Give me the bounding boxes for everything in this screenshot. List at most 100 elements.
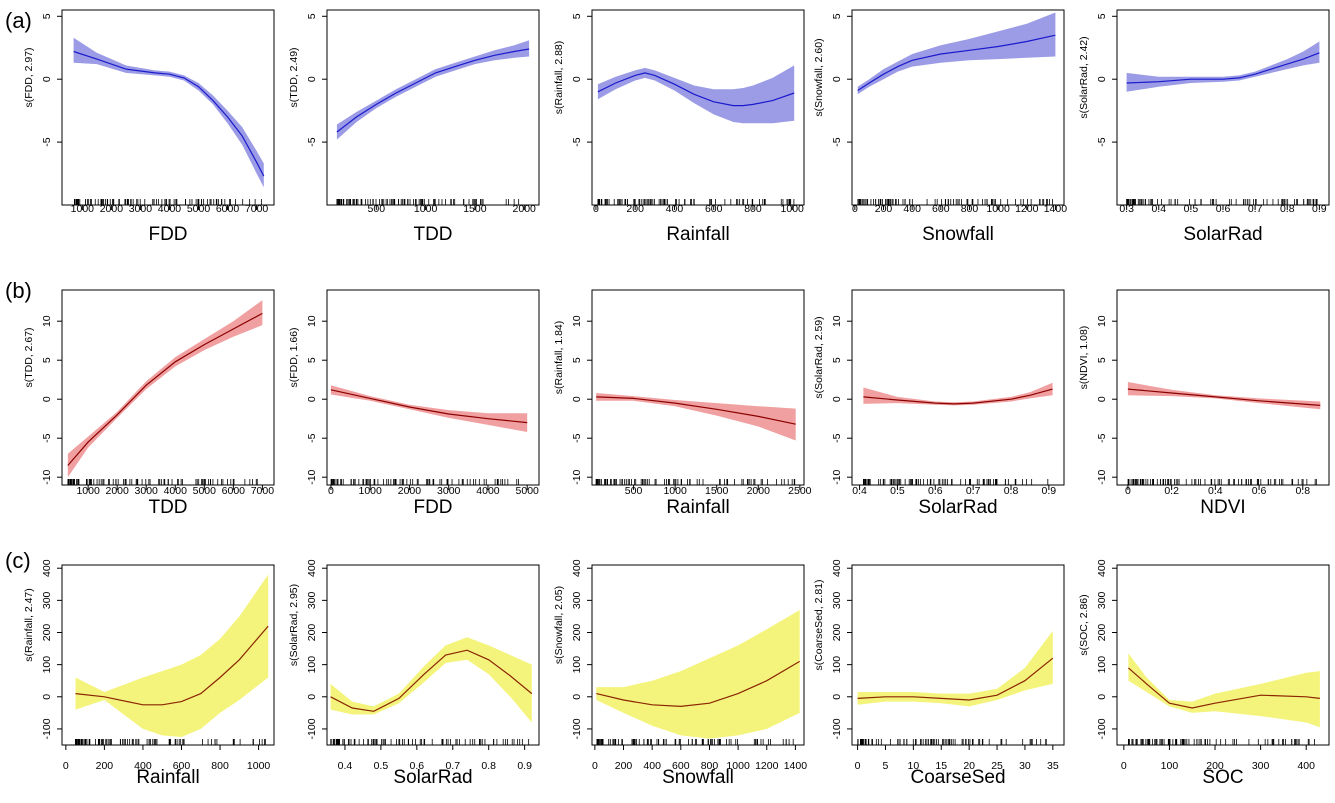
y-tick-label: 100 (1096, 656, 1108, 674)
plot-frame (326, 564, 540, 746)
x-tick-label: 2000 (747, 485, 771, 497)
x-tick-label: 0.5 (890, 485, 905, 497)
y-tick-label: 5 (571, 357, 583, 363)
plot-frame (591, 9, 805, 206)
x-tick-label: 1000 (247, 760, 271, 772)
smooth-curve (597, 72, 795, 107)
y-axis-label: s(SolarRad, 2.95) (288, 584, 300, 666)
y-tick-label: 10 (306, 315, 318, 327)
confidence-band (857, 12, 1056, 95)
y-axis-label: s(SolarRad, 2.42) (1078, 36, 1090, 118)
y-axis-label: s(FDD, 2.97) (23, 47, 35, 107)
x-axis-label: NDVI (1200, 497, 1245, 518)
smooth-curve (336, 48, 530, 133)
plot-frame (61, 564, 275, 746)
x-tick-label: 1200 (1015, 203, 1039, 215)
x-tick-label: 2000 (100, 203, 124, 215)
x-tick-label: 600 (932, 203, 950, 215)
y-tick-label: 300 (306, 591, 318, 609)
y-tick-label: 5 (1096, 357, 1108, 363)
x-axis-label: TDD (148, 497, 187, 518)
x-tick-label: 1400 (784, 760, 808, 772)
y-tick-label: 5 (831, 13, 843, 19)
confidence-band (336, 40, 530, 140)
y-tick-label: 200 (571, 624, 583, 642)
x-tick-label: 5000 (193, 485, 217, 497)
x-tick-label: 500 (368, 203, 386, 215)
y-axis-label: s(CoarseSed, 2.81) (813, 579, 825, 670)
plot-frame (326, 9, 540, 206)
y-tick-label: 10 (41, 315, 53, 327)
x-tick-label: 0 (1121, 760, 1127, 772)
y-tick-label: 100 (41, 656, 53, 674)
x-tick-label: 0.8 (1004, 485, 1019, 497)
x-tick-label: 1200 (755, 760, 779, 772)
y-axis-label: s(Snowfall, 2.05) (553, 586, 565, 664)
x-axis-label: Rainfall (666, 497, 729, 518)
y-tick-label: 400 (1096, 559, 1108, 577)
x-axis-label: SolarRad (918, 497, 997, 518)
y-tick-label: 5 (306, 357, 318, 363)
x-tick-label: 200 (1206, 760, 1224, 772)
x-tick-label: 200 (875, 203, 893, 215)
smooth-curve (857, 34, 1056, 92)
x-tick-label: 4000 (158, 203, 182, 215)
y-tick-label: 300 (41, 591, 53, 609)
y-tick-label: 0 (571, 76, 583, 82)
x-tick-label: 0.4 (1208, 485, 1223, 497)
y-tick-label: 0 (306, 396, 318, 402)
y-tick-label: 0 (1096, 396, 1108, 402)
row-label-a: (a) (5, 8, 32, 33)
y-tick-label: -5 (1096, 433, 1108, 442)
y-tick-label: -100 (571, 718, 583, 739)
y-tick-label: 5 (41, 13, 53, 19)
x-tick-label: 2000 (105, 485, 129, 497)
x-tick-label: 4000 (164, 485, 188, 497)
x-tick-label: 0.6 (1252, 485, 1267, 497)
y-tick-label: 100 (831, 656, 843, 674)
y-tick-label: 5 (306, 13, 318, 19)
x-tick-label: 3000 (437, 485, 461, 497)
x-axis-label: Rainfall (136, 767, 199, 788)
x-tick-label: 1500 (463, 203, 487, 215)
x-tick-label: 0.4 (852, 485, 867, 497)
x-axis-label: FDD (148, 224, 187, 245)
y-axis-label: s(Snowfall, 2.60) (813, 38, 825, 116)
y-axis-label: s(NDVI, 1.08) (1078, 326, 1090, 390)
x-tick-label: 800 (211, 760, 229, 772)
x-tick-label: 1000 (663, 485, 687, 497)
smooth-curve (863, 388, 1053, 405)
x-tick-label: 2500 (788, 485, 812, 497)
y-tick-label: -100 (1096, 718, 1108, 739)
x-tick-label: 800 (744, 203, 762, 215)
smooth-curve (1127, 388, 1321, 406)
x-tick-label: 1000 (781, 203, 805, 215)
x-tick-label: 200 (626, 203, 644, 215)
y-tick-label: 300 (1096, 591, 1108, 609)
x-tick-label: 5 (883, 760, 889, 772)
y-tick-label: 0 (306, 694, 318, 700)
y-tick-label: 5 (1096, 13, 1108, 19)
x-tick-label: 0.9 (1312, 203, 1327, 215)
smooth-curve (330, 389, 528, 424)
plot-frame (1116, 564, 1330, 746)
smooth-curve (857, 657, 1054, 701)
plot-frame (326, 289, 540, 486)
y-tick-label: 0 (831, 396, 843, 402)
y-tick-label: -5 (831, 137, 843, 146)
y-tick-label: -10 (831, 469, 843, 484)
x-tick-label: 100 (1161, 760, 1179, 772)
confidence-band (75, 574, 269, 737)
x-axis-label: TDD (413, 224, 452, 245)
y-axis-label: s(Rainfall, 2.47) (23, 588, 35, 662)
y-tick-label: 300 (831, 591, 843, 609)
y-tick-label: -5 (1096, 137, 1108, 146)
x-tick-label: 0 (1125, 485, 1131, 497)
y-tick-label: 100 (571, 656, 583, 674)
y-axis-label: s(Rainfall, 2.88) (553, 41, 565, 115)
plot-frame (1116, 289, 1330, 486)
y-tick-label: 5 (571, 13, 583, 19)
plot-frame (591, 289, 805, 486)
y-axis-label: s(TDD, 2.49) (288, 47, 300, 107)
